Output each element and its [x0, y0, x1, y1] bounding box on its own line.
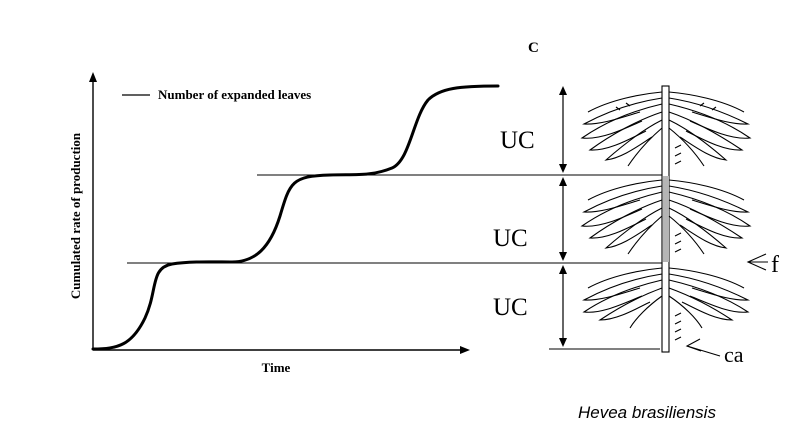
- x-axis-label: Time: [262, 360, 291, 375]
- y-axis-arrow: [89, 72, 97, 82]
- legend-label: Number of expanded leaves: [158, 87, 311, 102]
- species-caption: Hevea brasiliensis: [578, 403, 716, 421]
- growth-unit-arrow-bottom: [559, 265, 567, 347]
- annotation-ca: ca: [685, 338, 744, 367]
- plant-illustration: [580, 85, 752, 353]
- panel-label: C: [528, 40, 539, 56]
- leaf-whorl-top: [580, 91, 752, 167]
- shaded-stem-segment: [663, 176, 669, 262]
- unit-label-bottom: UC: [493, 294, 528, 321]
- leaf-whorl-middle: [580, 179, 752, 255]
- cumulative-curve: [91, 84, 500, 351]
- legend: Number of expanded leaves: [122, 87, 311, 102]
- growth-unit-arrows: [559, 86, 567, 347]
- y-axis-label: Cumulated rate of production: [68, 132, 83, 299]
- annotation-f-label: f: [771, 252, 779, 278]
- leaf-whorl-bottom: [582, 267, 751, 341]
- annotation-f: f: [746, 252, 779, 278]
- unit-label-top: UC: [500, 127, 535, 154]
- unit-label-middle: UC: [493, 225, 528, 252]
- growth-unit-arrow-middle: [559, 177, 567, 261]
- growth-unit-arrow-top: [559, 86, 567, 173]
- x-axis-arrow: [460, 346, 470, 354]
- annotation-ca-label: ca: [724, 342, 744, 367]
- axes: [89, 72, 470, 354]
